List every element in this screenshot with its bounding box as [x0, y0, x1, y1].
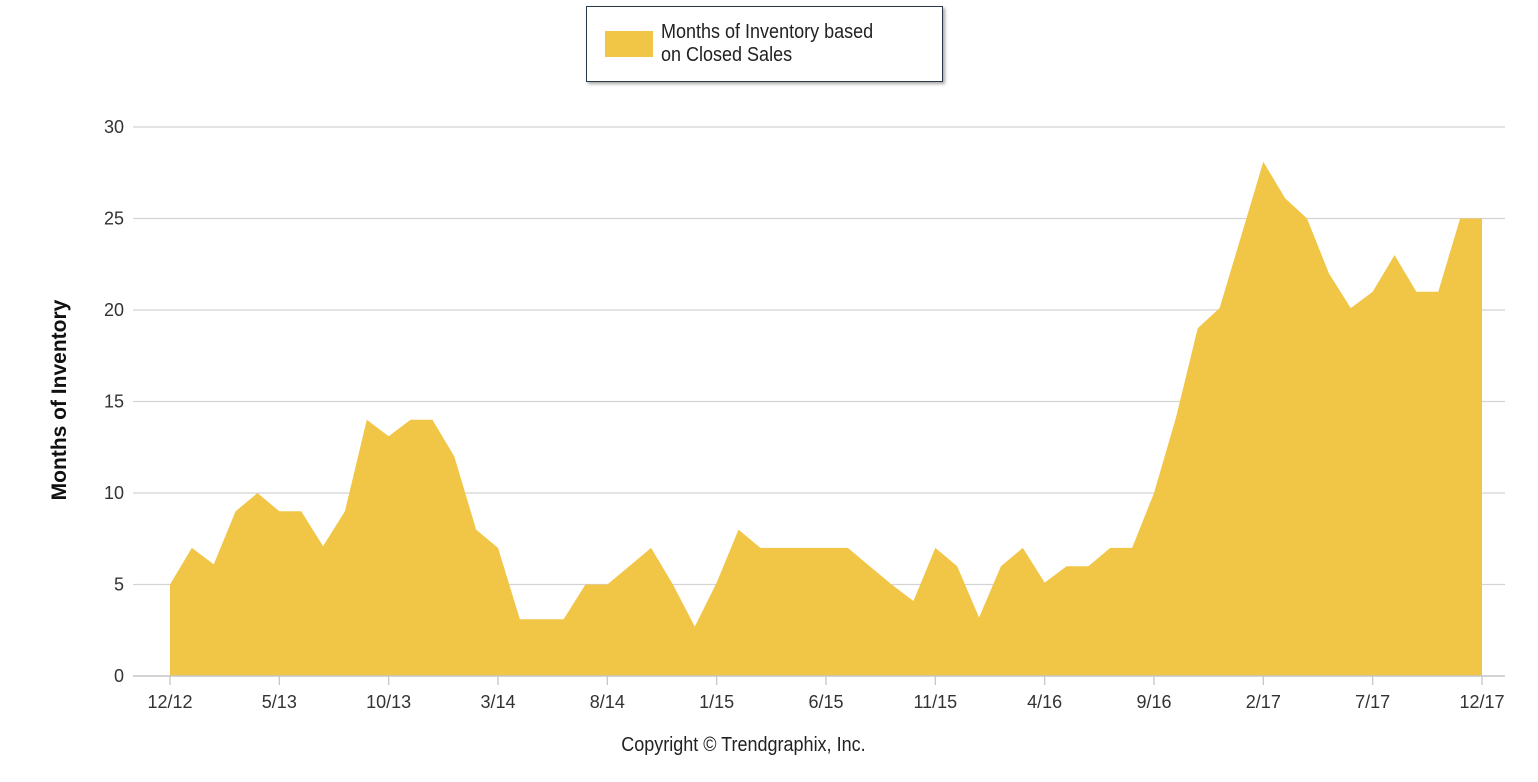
x-tick-label: 6/15	[808, 692, 843, 712]
y-tick-label: 5	[114, 575, 124, 595]
x-tick-label: 5/13	[262, 692, 297, 712]
x-tick-label: 11/15	[913, 692, 957, 712]
x-tick-label: 4/16	[1027, 692, 1062, 712]
x-tick-label: 12/17	[1459, 692, 1504, 712]
y-tick-label: 20	[104, 300, 124, 320]
legend-label: Months of Inventory based on Closed Sale…	[661, 21, 904, 67]
copyright-text: Copyright © Trendgraphix, Inc.	[621, 734, 866, 756]
series-area	[170, 161, 1482, 676]
y-axis-title: Months of Inventory	[48, 299, 71, 500]
y-tick-label: 30	[104, 117, 124, 137]
x-tick-label: 3/14	[480, 692, 515, 712]
x-axis-ticks: 12/12 5/13 10/13 3/14 8/14 1/15 6/15 11/15 4/16 9…	[147, 676, 1505, 712]
x-tick-label: 7/17	[1355, 692, 1390, 712]
y-tick-label: 0	[114, 666, 124, 686]
x-tick-label: 10/13	[366, 692, 411, 712]
x-tick-label: 2/17	[1246, 692, 1281, 712]
y-axis-ticks: 0 5 10 15 20 25 30	[104, 117, 124, 686]
x-tick-label: 9/16	[1136, 692, 1171, 712]
legend: Months of Inventory based on Closed Sale…	[586, 6, 943, 82]
legend-label-line-2: on Closed Sales	[661, 44, 793, 66]
x-tick-label: 12/12	[147, 692, 192, 712]
y-tick-label: 25	[104, 209, 124, 229]
x-tick-label: 1/15	[699, 692, 734, 712]
legend-swatch	[605, 31, 653, 57]
area-series	[170, 161, 1482, 676]
x-tick-label: 8/14	[590, 692, 625, 712]
y-tick-label: 15	[104, 392, 124, 412]
legend-label-line-1: Months of Inventory based	[661, 21, 874, 43]
y-tick-label: 10	[104, 483, 124, 503]
